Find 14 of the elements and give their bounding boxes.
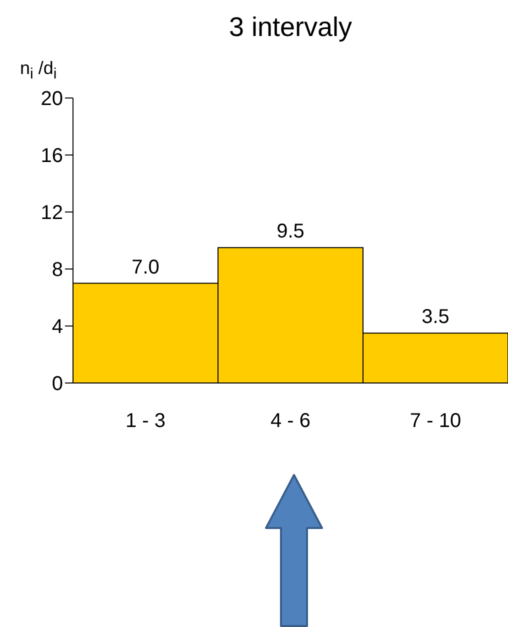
data-label: 3.5 <box>422 306 450 328</box>
x-tick-label: 7 - 10 <box>410 410 462 432</box>
data-label: 9.5 <box>276 220 304 243</box>
y-axis-title: n$_{i}$ /d$_{i}$ <box>20 58 57 83</box>
y-tick-label: 0 <box>52 373 63 396</box>
x-tick-label: 1 - 3 <box>125 410 166 432</box>
data-label: 7.0 <box>132 256 160 278</box>
y-tick-label: 12 <box>40 202 63 224</box>
y-tick-label: 8 <box>52 259 63 282</box>
y-tick-label: 16 <box>40 145 63 168</box>
chart-title: 3 intervaly <box>228 12 354 43</box>
y-tick-label: 20 <box>40 88 63 110</box>
x-tick-label: 4 - 6 <box>270 410 311 432</box>
y-tick-label: 4 <box>52 316 63 338</box>
